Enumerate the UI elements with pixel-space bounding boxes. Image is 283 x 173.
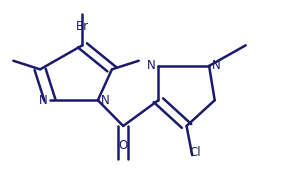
Text: N: N — [38, 94, 47, 107]
Text: N: N — [147, 59, 156, 72]
Text: Br: Br — [76, 20, 89, 33]
Text: N: N — [101, 94, 110, 107]
Text: N: N — [212, 59, 221, 72]
Text: Cl: Cl — [189, 145, 201, 159]
Text: O: O — [119, 139, 128, 152]
